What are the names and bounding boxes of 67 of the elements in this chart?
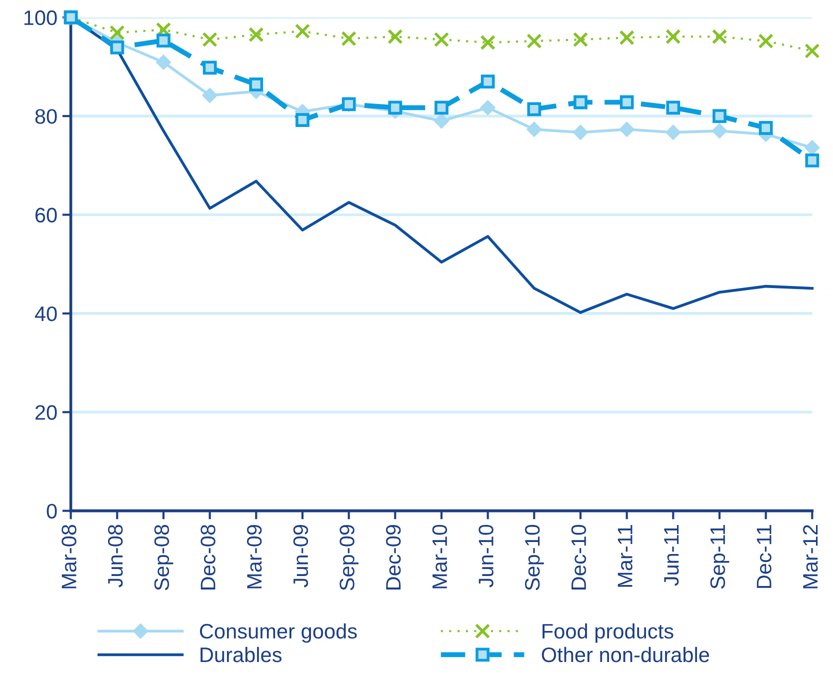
point <box>202 60 217 75</box>
point <box>619 122 634 137</box>
point <box>388 28 403 44</box>
point <box>248 27 264 42</box>
point <box>572 124 588 140</box>
point <box>156 34 170 48</box>
x-tick-label: Mar-10 <box>432 524 448 588</box>
x-tick-label: Mar-08 <box>62 524 76 588</box>
point <box>805 154 820 168</box>
y-tick-label: 40 <box>34 306 57 322</box>
point <box>480 100 496 116</box>
point <box>434 32 450 48</box>
y-tick-label: 100 <box>24 10 57 26</box>
point <box>480 74 495 88</box>
legend-label: Food products <box>542 623 674 643</box>
point <box>526 122 542 137</box>
point <box>712 123 728 138</box>
legend-label: Durables <box>200 646 282 662</box>
legend-label: Consumer goods <box>200 623 357 643</box>
point <box>574 95 588 110</box>
point <box>666 100 680 115</box>
point <box>572 32 588 48</box>
point <box>712 109 726 124</box>
x-tick-label: Sep-08 <box>154 524 174 590</box>
point <box>527 102 542 116</box>
point <box>480 34 496 50</box>
point <box>156 54 172 70</box>
x-tick-label: Jun-08 <box>108 524 123 588</box>
point <box>804 140 820 156</box>
point <box>620 95 634 110</box>
point <box>804 43 820 59</box>
point <box>758 33 774 49</box>
point <box>712 28 728 44</box>
x-tick-label: Mar-09 <box>246 525 262 588</box>
point <box>110 25 125 40</box>
x-tick-label: Dec-08 <box>200 524 216 590</box>
legend-label: Other non-durable <box>542 646 710 662</box>
point <box>434 113 450 129</box>
y-tick-label: 0 <box>46 504 57 519</box>
point <box>434 100 448 115</box>
point <box>202 88 218 103</box>
y-tick-label: 60 <box>36 208 57 223</box>
point <box>388 100 402 115</box>
point <box>666 124 681 140</box>
point <box>619 30 634 46</box>
point <box>341 30 356 46</box>
x-tick-label: Sep-11 <box>710 525 730 589</box>
point <box>296 113 310 127</box>
point <box>110 40 124 54</box>
x-tick-label: Jun-09 <box>293 525 308 588</box>
point <box>202 32 218 48</box>
x-tick-label: Dec-09 <box>386 525 401 590</box>
x-tick-label: Mar-11 <box>618 525 632 587</box>
point <box>758 120 773 135</box>
x-tick-label: Sep-09 <box>340 525 359 590</box>
y-tick-label: 20 <box>35 405 57 420</box>
point <box>249 78 264 92</box>
point <box>526 33 542 49</box>
x-tick-label: Jun-11 <box>664 525 679 586</box>
y-tick-label: 80 <box>35 109 57 124</box>
x-tick-label: Dec-11 <box>756 525 772 588</box>
x-tick-label: Mar-12 <box>803 525 818 588</box>
point <box>294 24 310 39</box>
x-tick-label: Sep-10 <box>525 524 544 590</box>
x-tick-label: Jun-10 <box>478 524 494 588</box>
x-tick-label: Dec-10 <box>571 524 586 590</box>
point <box>666 28 681 44</box>
